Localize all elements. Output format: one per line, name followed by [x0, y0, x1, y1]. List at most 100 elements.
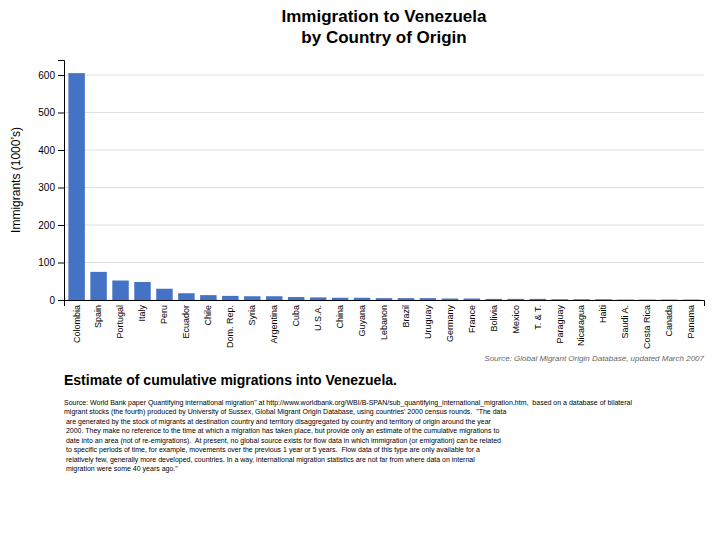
grid-line: [64, 262, 704, 263]
bar: [661, 299, 677, 300]
bar: [178, 293, 194, 300]
bar: [639, 299, 655, 300]
x-tick-label: Chile: [203, 305, 213, 326]
x-tick-label: China: [335, 305, 345, 329]
bar: [244, 296, 260, 300]
x-tick-label: Spain: [93, 305, 103, 328]
bar: [354, 298, 370, 300]
x-tick-label: Panama: [686, 305, 696, 339]
bar: [200, 295, 216, 300]
x-tick-group: Italy: [137, 305, 147, 322]
chart-container: Immigration to Venezuelaby Country of Or…: [0, 0, 720, 540]
bar: [529, 299, 545, 300]
bars: [68, 73, 699, 300]
x-tick-label: Costa Rica: [642, 305, 652, 349]
x-tick-label: Argentina: [269, 305, 279, 344]
source-note: Source: Global Migrant Origin Database, …: [484, 354, 704, 363]
x-tick-label: Cuba: [291, 305, 301, 327]
x-tick-group: France: [467, 305, 477, 333]
x-tick-label: Mexico: [511, 305, 521, 334]
x-tick-group: Nicaragua: [576, 305, 586, 346]
y-tick-label: 600: [38, 70, 55, 81]
x-tick-group: Bolivia: [489, 305, 499, 332]
x-tick-group: Portugal: [115, 305, 125, 339]
bar: [156, 289, 172, 300]
caption-line: relatively few, generally more developed…: [64, 456, 475, 464]
y-tick: [58, 300, 64, 301]
y-tick-group: 400: [38, 145, 64, 156]
x-tick-label: France: [467, 305, 477, 333]
caption-body: Source: World Bank paper Quantifying int…: [64, 399, 632, 473]
bar: [288, 297, 304, 300]
y-tick: [58, 75, 64, 76]
x-tick-label: Uruguay: [423, 305, 433, 340]
grid-line: [64, 75, 704, 76]
y-tick-group: 600: [38, 70, 64, 81]
bar: [420, 298, 436, 300]
caption-line: are generated by the stock of migrants a…: [64, 418, 492, 426]
bar: [486, 299, 502, 300]
y-tick-label: 400: [38, 145, 55, 156]
x-tick-group: Ecuador: [181, 305, 191, 339]
x-tick-group: U.S.A.: [313, 305, 323, 331]
x-tick-group: Argentina: [269, 305, 279, 344]
caption-line: date into an area (not of re-emigrations…: [64, 437, 501, 445]
y-tick-group: 100: [38, 257, 64, 268]
x-tick-group: Panama: [686, 305, 696, 339]
bar: [222, 296, 238, 300]
bar: [551, 299, 567, 300]
caption-line: migration were some 40 years ago.": [64, 465, 178, 473]
bar: [134, 282, 150, 300]
x-tick-group: Haiti: [598, 305, 608, 323]
y-tick-group: 200: [38, 220, 64, 231]
x-tick-label: Haiti: [598, 305, 608, 323]
x-tick-label: Dom. Rep.: [225, 305, 235, 348]
x-tick-group: Chile: [203, 305, 213, 326]
x-tick-label: Nicaragua: [576, 305, 586, 346]
x-tick-group: T. & T.: [533, 305, 543, 330]
bar: [332, 298, 348, 300]
y-tick: [58, 225, 64, 226]
bar: [464, 299, 480, 301]
y-tick-label: 100: [38, 257, 55, 268]
caption-line: migrant stocks (the fourth) produced by …: [64, 408, 506, 416]
bar: [376, 298, 392, 300]
grid-line: [64, 187, 704, 188]
bar: [310, 297, 326, 300]
y-tick: [58, 150, 64, 151]
x-tick-group: Brazil: [401, 305, 411, 328]
x-tick-group: Lebanon: [379, 305, 389, 340]
x-tick-group: Syria: [247, 305, 257, 326]
y-tick-label: 200: [38, 220, 55, 231]
bar: [112, 281, 128, 301]
y-tick-group: 300: [38, 182, 64, 193]
bar: [90, 272, 106, 300]
y-axis-label: Immigrants (1000’s): [9, 127, 23, 233]
y-axis-line: [58, 61, 65, 301]
x-tick-group: Uruguay: [423, 305, 433, 340]
grid-line: [64, 112, 704, 113]
x-tick-label: Paraguay: [555, 305, 565, 344]
x-tick-group: Saudi A.: [620, 305, 630, 339]
x-tick-label: Bolivia: [489, 305, 499, 332]
x-tick-group: Germany: [445, 305, 455, 343]
x-axis: ColombiaSpainPortugalItalyPeruEcuadorChi…: [65, 301, 705, 350]
x-tick-label: Canada: [664, 305, 674, 337]
x-tick-label: Italy: [137, 305, 147, 322]
x-tick-label: Peru: [159, 305, 169, 324]
chart: Immigration to Venezuelaby Country of Or…: [0, 0, 720, 540]
subtitle: by Country of Origin: [301, 28, 466, 47]
caption-line: to specific periods of time, for example…: [64, 446, 480, 454]
x-tick-group: Spain: [93, 305, 103, 328]
x-tick-label: Syria: [247, 305, 257, 326]
x-tick-label: Saudi A.: [620, 305, 630, 339]
grid-line: [64, 150, 704, 151]
x-tick-label: Ecuador: [181, 305, 191, 339]
x-tick-label: Brazil: [401, 305, 411, 328]
y-tick: [58, 188, 64, 189]
bar: [442, 299, 458, 301]
x-tick-label: Guyana: [357, 305, 367, 337]
x-tick-group: Cuba: [291, 305, 301, 327]
x-tick-label: Lebanon: [379, 305, 389, 340]
bar: [595, 299, 611, 300]
